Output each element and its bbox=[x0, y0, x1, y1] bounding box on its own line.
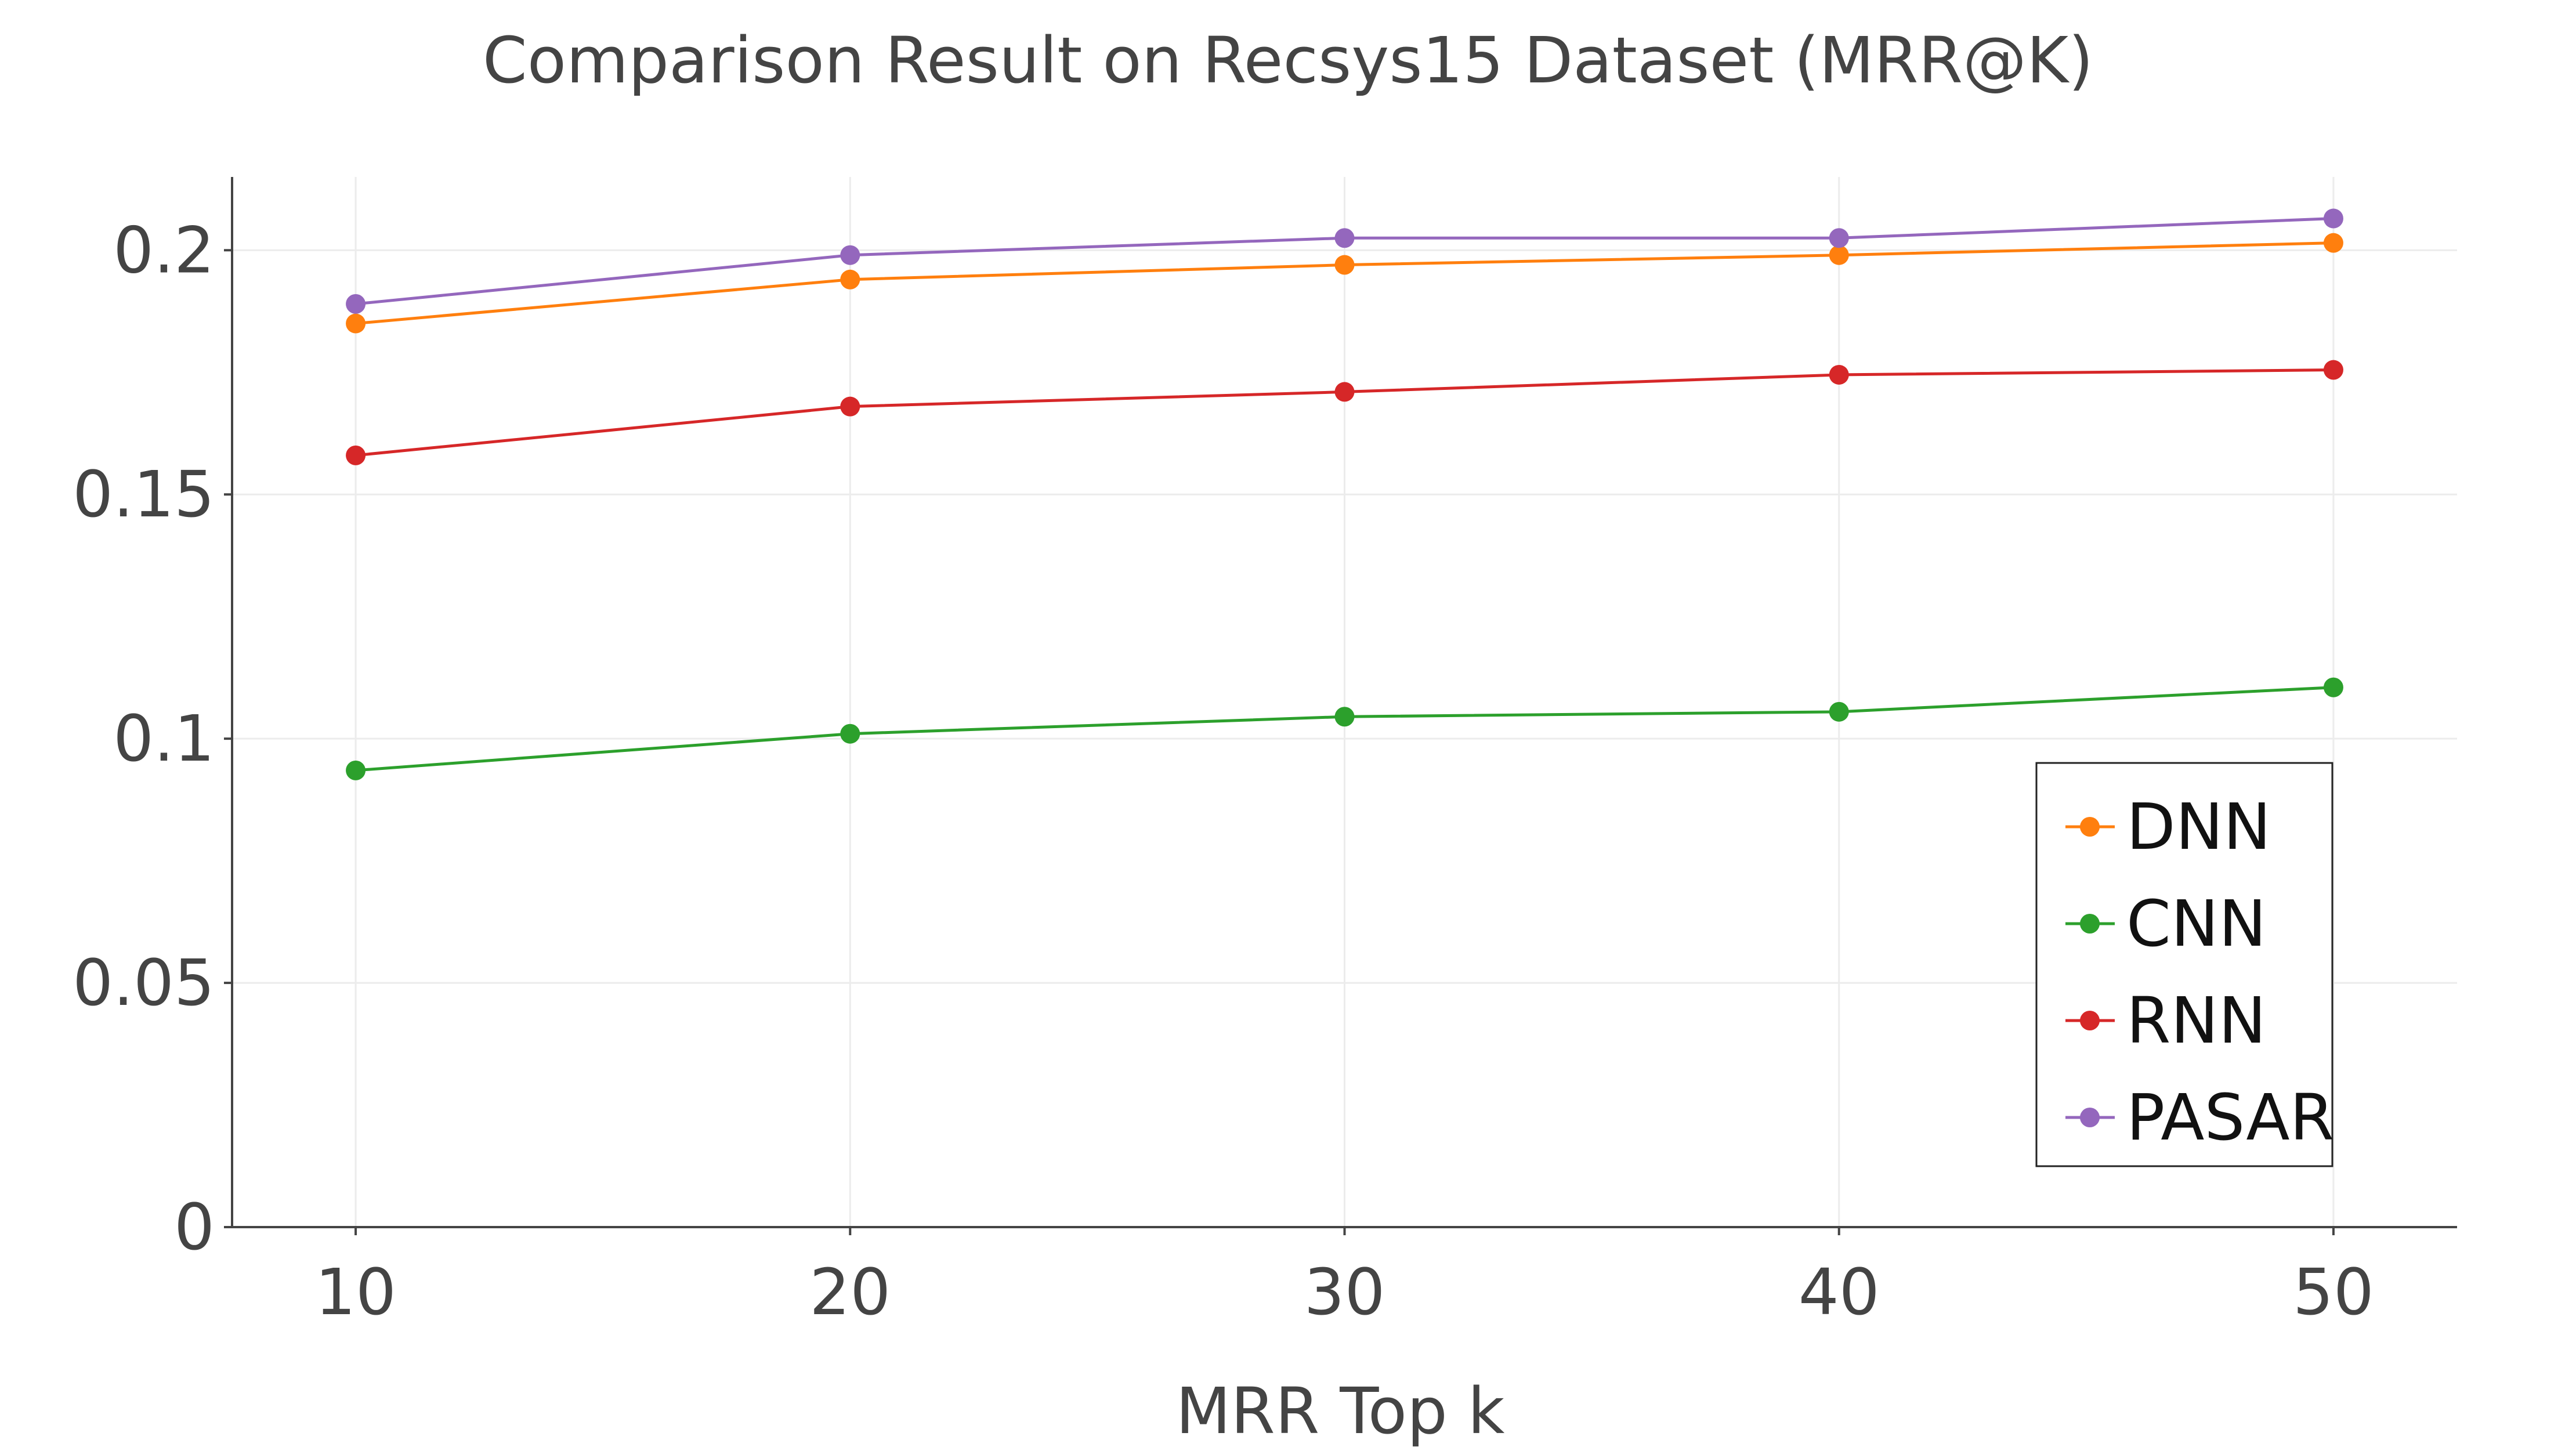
x-tick-label: 10 bbox=[315, 1255, 396, 1329]
data-point-pasar bbox=[346, 294, 366, 314]
data-point-cnn bbox=[1829, 701, 1849, 722]
x-tick-label: 30 bbox=[1304, 1255, 1385, 1329]
data-point-rnn bbox=[1334, 382, 1355, 402]
data-point-rnn bbox=[2323, 360, 2343, 380]
data-point-cnn bbox=[1334, 707, 1355, 727]
y-tick-label: 0 bbox=[174, 1190, 215, 1264]
y-tick-label: 0.15 bbox=[73, 457, 215, 531]
y-tick-label: 0.05 bbox=[73, 946, 215, 1020]
data-point-pasar bbox=[1334, 228, 1355, 248]
series-pasar bbox=[346, 208, 2343, 314]
y-tick-label: 0.2 bbox=[113, 213, 215, 287]
series-rnn bbox=[346, 360, 2343, 465]
legend-item-dnn: DNN bbox=[2065, 790, 2271, 864]
data-point-rnn bbox=[840, 396, 860, 417]
x-tick-label: 40 bbox=[1799, 1255, 1880, 1329]
legend-swatch-marker bbox=[2080, 817, 2100, 837]
legend-item-cnn: CNN bbox=[2065, 887, 2266, 961]
legend-swatch-marker bbox=[2080, 1108, 2100, 1127]
data-point-cnn bbox=[2323, 677, 2343, 697]
legend-swatch-marker bbox=[2080, 914, 2100, 934]
data-point-dnn bbox=[1829, 245, 1849, 265]
y-tick-label: 0.1 bbox=[113, 701, 215, 776]
x-axis-label: MRR Top k bbox=[1175, 1374, 1504, 1447]
series-cnn bbox=[346, 677, 2343, 780]
data-point-dnn bbox=[840, 269, 860, 290]
data-point-dnn bbox=[2323, 233, 2343, 253]
legend-label: RNN bbox=[2126, 983, 2266, 1058]
data-point-pasar bbox=[2323, 208, 2343, 229]
legend-label: PASAR bbox=[2126, 1080, 2334, 1155]
x-axis-ticks: 10 20 30 40 50 bbox=[315, 1227, 2374, 1329]
legend-item-pasar: PASAR bbox=[2065, 1080, 2334, 1155]
x-tick-label: 50 bbox=[2293, 1255, 2374, 1329]
series-dnn bbox=[346, 233, 2343, 334]
data-point-pasar bbox=[1829, 228, 1849, 248]
x-tick-label: 20 bbox=[809, 1255, 891, 1329]
data-point-dnn bbox=[1334, 255, 1355, 275]
data-point-cnn bbox=[840, 724, 860, 744]
legend-label: CNN bbox=[2126, 887, 2266, 961]
data-point-rnn bbox=[1829, 364, 1849, 385]
legend-label: DNN bbox=[2126, 790, 2271, 864]
data-point-pasar bbox=[840, 245, 860, 265]
legend-item-rnn: RNN bbox=[2065, 983, 2266, 1058]
y-axis-ticks: 0 0.05 0.1 0.15 0.2 bbox=[73, 213, 232, 1264]
data-point-rnn bbox=[346, 445, 366, 465]
legend-swatch-marker bbox=[2080, 1011, 2100, 1030]
legend: DNN CNN RNN PASAR bbox=[2035, 762, 2334, 1167]
series-lines bbox=[346, 208, 2343, 780]
data-point-dnn bbox=[346, 313, 366, 334]
data-point-cnn bbox=[346, 760, 366, 780]
chart-title: Comparison Result on Recsys15 Dataset (M… bbox=[483, 23, 2093, 97]
